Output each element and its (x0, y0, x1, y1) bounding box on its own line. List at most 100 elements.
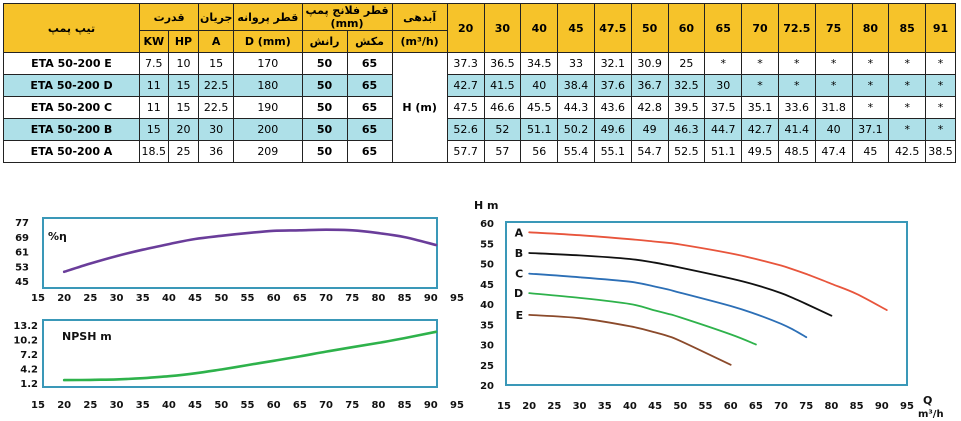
spec-table: تیپ پمپ قدرت جریان قطر پروانه قطر فلانج … (3, 3, 956, 163)
head-cell: 38.4 (557, 74, 595, 97)
x-tick-label: 65 (293, 293, 307, 304)
head-cell: * (777, 74, 816, 97)
x-tick-label: 30 (573, 401, 587, 412)
x-tick-label: 40 (623, 401, 637, 412)
x-tick-label: 80 (371, 400, 385, 411)
hp-cell: 10 (167, 52, 200, 75)
dmm-cell: 180 (233, 74, 303, 97)
head-x-unit: m³/h (918, 409, 944, 420)
head-cell: 55.4 (557, 140, 595, 163)
x-tick-label: 75 (345, 400, 359, 411)
flow-col: 40 (520, 3, 559, 53)
model-cell: ETA 50-200 D (3, 74, 140, 97)
head-title: H m (474, 199, 499, 212)
power-header: قدرت (138, 3, 200, 31)
x-tick-label: 25 (83, 400, 97, 411)
x-tick-label: 70 (319, 293, 333, 304)
table-row: ETA 50-200 E 7.5 10 15 170 50 65 H (m) 37.3 36.5 3… (3, 52, 956, 163)
head-cell: 42.5 (888, 140, 927, 163)
head-cell: 25 (667, 52, 706, 75)
head-cell: 50.2 (557, 118, 595, 141)
amp-cell: 36 (198, 140, 235, 163)
efficiency-frame (42, 217, 438, 289)
head-cell: * (851, 74, 890, 97)
y-tick-label: 20 (480, 381, 494, 392)
head-cell: 36.5 (483, 52, 522, 75)
series-label: B (515, 247, 523, 260)
head-cell: 35.1 (741, 96, 779, 119)
kw-cell: 11 (138, 74, 169, 97)
head-cell: 31.8 (814, 96, 853, 119)
head-cell: 38.5 (925, 140, 956, 163)
head-cell: 37.5 (704, 96, 743, 119)
head-cell: * (888, 96, 927, 119)
x-tick-label: 40 (162, 400, 176, 411)
flange-header: قطر فلانج پمپ (mm) (301, 3, 393, 31)
y-tick-label: 45 (480, 280, 494, 291)
head-cell: 46.6 (483, 96, 522, 119)
table-row: ETA 50-200 A 18.5 25 36 209 50 65 57.7 57 56 55.4 5… (3, 140, 956, 163)
x-tick-label: 15 (31, 400, 45, 411)
kw-cell: 18.5 (138, 140, 169, 163)
suction-label: مکش (346, 30, 393, 53)
efficiency-curve (62, 228, 438, 274)
flow-unit: (m³/h) (391, 30, 448, 53)
head-cell: * (704, 52, 743, 75)
npsh-x-ticks: 15 20 25 30 35 40 45 50 55 60 65 70 75 80 85 90 95 (31, 400, 464, 411)
flow-header: آبدهی (391, 3, 448, 31)
head-cell: 36.7 (630, 74, 669, 97)
npsh-frame (42, 319, 438, 388)
head-cell: 41.4 (777, 118, 816, 141)
head-cell: * (814, 52, 853, 75)
series-label: E (516, 309, 524, 322)
x-tick-label: 50 (214, 400, 228, 411)
x-tick-label: 85 (398, 293, 412, 304)
dmm-unit: D (mm) (233, 30, 303, 53)
head-cell: 54.7 (630, 140, 669, 163)
flow-col: 50 (630, 3, 669, 53)
head-cell: * (741, 74, 779, 97)
discharge-cell: 50 (301, 96, 348, 119)
head-cell: 48.5 (777, 140, 816, 163)
amp-cell: 22.5 (198, 74, 235, 97)
x-tick-label: 30 (110, 293, 124, 304)
head-cell: 30 (704, 74, 743, 97)
x-tick-label: 50 (673, 401, 687, 412)
head-cell: 55.1 (593, 140, 632, 163)
x-tick-label: 25 (547, 401, 561, 412)
x-tick-label: 25 (83, 293, 97, 304)
head-cell: 47.5 (446, 96, 485, 119)
kw-cell: 11 (138, 96, 169, 119)
x-tick-label: 95 (450, 293, 464, 304)
head-curve-d (528, 292, 757, 346)
head-cell: 40 (520, 74, 559, 97)
npsh-curve (62, 330, 438, 382)
amp-cell: 30 (198, 118, 235, 141)
flow-col: 75 (814, 3, 853, 53)
y-tick-label: 53 (15, 262, 29, 273)
x-tick-label: 65 (293, 400, 307, 411)
series-label: A (515, 226, 524, 239)
y-tick-label: 69 (15, 233, 29, 244)
head-cell: * (925, 74, 956, 97)
head-cell: 44.7 (704, 118, 743, 141)
head-cell: * (888, 74, 927, 97)
y-tick-label: 25 (480, 361, 494, 372)
dmm-cell: 190 (233, 96, 303, 119)
series-label: D (514, 287, 523, 300)
head-cell: 47.4 (814, 140, 853, 163)
head-x-ticks: 15 20 25 30 35 40 45 50 55 60 65 70 75 80 85 90 95 (497, 401, 914, 412)
head-cell: 33 (557, 52, 595, 75)
head-curve-e (528, 314, 732, 366)
table-row: ETA 50-200 C 11 15 22.5 190 50 65 47.5 46.6 45.5 4… (3, 96, 956, 119)
x-tick-label: 60 (267, 400, 281, 411)
suction-cell: 65 (346, 140, 393, 163)
head-cell: 41.5 (483, 74, 522, 97)
head-cell: 37.1 (851, 118, 890, 141)
head-cell: 51.1 (704, 140, 743, 163)
head-cell: 44.3 (557, 96, 595, 119)
suction-cell: 65 (346, 96, 393, 119)
head-cell: 57 (483, 140, 522, 163)
flow-col: 47.5 (593, 3, 632, 53)
